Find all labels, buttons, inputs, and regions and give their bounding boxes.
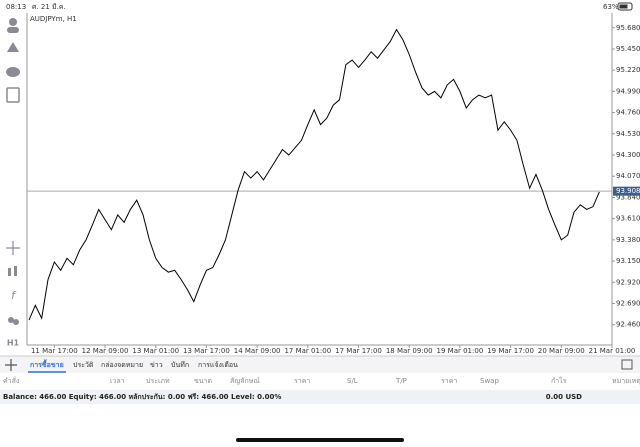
column-header: สัญลักษณ์ (230, 377, 260, 385)
symbol-label: AUDJPYm, H1 (30, 15, 77, 23)
account-icon-body (7, 27, 19, 33)
columns: คำสั่ง เวลา ประเภท ขนาด สัญลักษณ์ ราคา S/L T/P ร… (3, 376, 640, 385)
y-tick-label: 93.380 (616, 236, 640, 244)
x-tick-label: 14 Mar 09:00 (234, 347, 281, 355)
y-tick-label: 93.610 (616, 215, 640, 223)
column-header: S/L (347, 377, 358, 385)
column-header: ราคา (294, 377, 310, 385)
column-header: ขนาด (194, 377, 212, 385)
add-button[interactable] (5, 359, 17, 371)
account-summary: Balance: 466.00 Equity: 466.00 หลักประกั… (3, 393, 281, 401)
y-tick-label: 92.690 (616, 300, 640, 308)
tab[interactable]: ข่าว (150, 361, 163, 369)
y-tick-label: 93.840 (616, 193, 640, 201)
y-tick-label: 94.530 (616, 130, 640, 138)
status-date: ศ. 21 มี.ค. (32, 3, 66, 11)
x-tick-label: 13 Mar 01:00 (132, 347, 179, 355)
column-header: ราคา (441, 377, 457, 385)
current-price-badge (613, 186, 640, 196)
status-time: 08:13 (6, 3, 26, 11)
x-tick-label: 17 Mar 17:00 (335, 347, 382, 355)
y-tick-label: 94.070 (616, 172, 640, 180)
y-tick-label: 94.760 (616, 109, 640, 117)
indicator-button[interactable]: f (11, 289, 17, 302)
y-tick-label: 92.920 (616, 278, 640, 286)
x-tick-label: 17 Mar 01:00 (284, 347, 331, 355)
x-tick-label: 20 Mar 09:00 (538, 347, 585, 355)
account-row (0, 390, 640, 404)
status-battery: 63% (603, 3, 619, 11)
account-icon[interactable] (9, 18, 17, 26)
x-tick-label: 12 Mar 09:00 (82, 347, 129, 355)
y-tick-label: 94.300 (616, 151, 640, 159)
timeframe-button[interactable]: H1 (7, 339, 20, 348)
account-profit: 0.00 USD (546, 393, 582, 401)
price-line (28, 28, 600, 321)
objects-icon[interactable] (8, 317, 14, 323)
chat-icon[interactable] (6, 67, 20, 77)
column-header: กำไร (551, 376, 567, 385)
y-tick-label: 95.450 (616, 45, 640, 53)
tab[interactable]: การแจ้งเตือน (198, 361, 238, 369)
battery-level (619, 4, 628, 9)
candles-icon-2 (14, 266, 17, 276)
x-tick-label: 21 Mar 01:00 (589, 347, 636, 355)
tab[interactable]: ประวัติ (73, 361, 94, 369)
new-order-icon[interactable] (6, 87, 20, 103)
y-tick-label: 92.460 (616, 321, 640, 329)
y-tick-label: 93.150 (616, 257, 640, 265)
x-tick-label: 19 Mar 01:00 (437, 347, 484, 355)
column-header: Swap (480, 377, 499, 385)
y-tick-label: 94.990 (616, 87, 640, 95)
column-header: T/P (395, 377, 407, 385)
layout-button[interactable] (621, 359, 633, 370)
trade-icon[interactable] (7, 42, 19, 52)
objects-icon-2 (13, 319, 19, 325)
crosshair-icon[interactable] (6, 241, 20, 255)
column-header: คำสั่ง (3, 376, 19, 385)
column-header: ประเภท (146, 377, 170, 385)
home-indicator (236, 438, 404, 442)
y-tick-label: 95.680 (616, 24, 640, 32)
x-tick-label: 13 Mar 17:00 (183, 347, 230, 355)
candles-icon[interactable] (8, 268, 11, 276)
tab[interactable]: บันทึก (171, 360, 189, 369)
tab-bar (0, 356, 640, 373)
column-header: หมายเหตุ (612, 377, 640, 385)
x-tick-label: 19 Mar 17:00 (487, 347, 534, 355)
column-header: เวลา (110, 377, 125, 385)
x-tick-label: 18 Mar 09:00 (386, 347, 433, 355)
x-tick-label: 11 Mar 17:00 (31, 347, 78, 355)
plot: 95.680 95.450 95.220 94.990 94.760 94.530 94.3… (27, 24, 640, 355)
tab[interactable]: การซื้อขาย (30, 358, 64, 369)
y-tick-label: 95.220 (616, 66, 640, 74)
battery-icon (617, 2, 633, 11)
tabs: การซื้อขาย ประวัติ กล่องจดหมาย ข่าว บันทึก กา… (28, 358, 238, 373)
toolbar (6, 18, 20, 325)
current-price-label: 93.908 (616, 187, 640, 195)
tab[interactable]: กล่องจดหมาย (101, 361, 143, 369)
